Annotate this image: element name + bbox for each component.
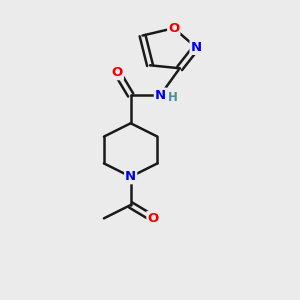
Text: O: O (112, 66, 123, 79)
Text: O: O (168, 22, 179, 34)
Text: N: N (125, 170, 136, 183)
Text: O: O (147, 212, 159, 225)
Text: N: N (190, 41, 202, 54)
Text: H: H (168, 91, 178, 104)
Text: N: N (155, 88, 166, 101)
